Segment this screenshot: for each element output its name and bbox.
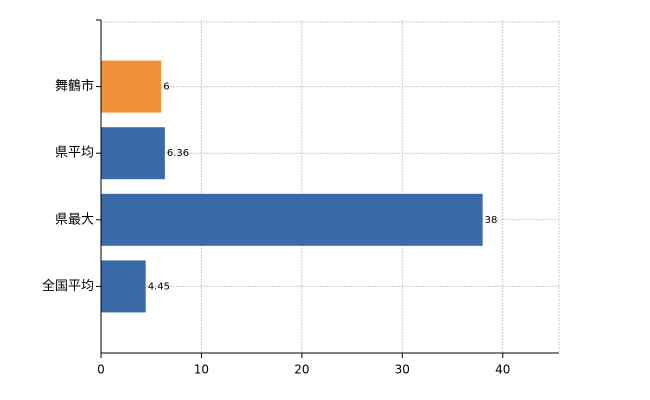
value-label: 38 [485, 215, 498, 226]
x-tick-label: 30 [395, 363, 410, 377]
y-tick-label: 舞鶴市 [55, 78, 94, 94]
bar [101, 193, 483, 246]
y-tick-label: 全国平均 [42, 278, 94, 294]
bar [101, 60, 162, 113]
x-tick-label: 40 [495, 363, 510, 377]
x-tick-label: 20 [294, 363, 309, 377]
bar [101, 260, 146, 313]
value-label: 6.36 [167, 148, 189, 159]
value-label: 6 [163, 82, 169, 93]
y-tick-label: 県平均 [55, 146, 94, 161]
x-tick-label: 10 [194, 363, 209, 377]
value-label: 4.45 [148, 281, 170, 292]
y-tick-label: 県最大 [55, 212, 94, 227]
bar [101, 127, 165, 180]
x-tick-label: 0 [97, 363, 105, 377]
